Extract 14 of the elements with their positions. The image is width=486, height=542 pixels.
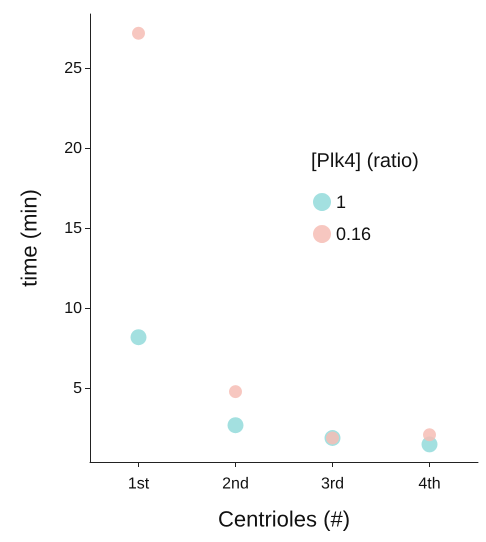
y-tick-label: 20 xyxy=(64,140,82,157)
y-axis-title: time (min) xyxy=(16,189,42,287)
y-tick-label: 15 xyxy=(64,220,82,237)
x-tick-label: 1st xyxy=(128,476,150,492)
legend-title: [Plk4] (ratio) xyxy=(311,150,419,172)
y-tick-label: 10 xyxy=(64,300,82,317)
legend-label: 1 xyxy=(336,192,346,212)
y-tick-label: 25 xyxy=(64,60,82,77)
x-tick-label: 3rd xyxy=(320,476,344,492)
x-tick-label: 4th xyxy=(418,476,441,492)
y-tick-label: 5 xyxy=(73,380,82,397)
x-tick-label: 2nd xyxy=(222,476,249,492)
x-axis-title: Centrioles (#) xyxy=(218,506,350,532)
legend-label: 0.16 xyxy=(336,224,372,244)
